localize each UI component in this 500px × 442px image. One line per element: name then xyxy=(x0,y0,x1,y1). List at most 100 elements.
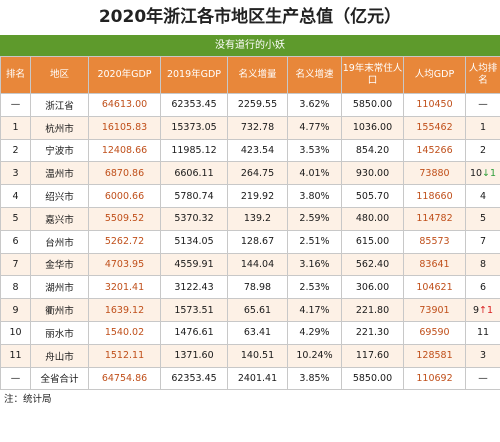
cell-gdp2020: 1512.11 xyxy=(88,343,161,368)
cell-population: 930.00 xyxy=(341,161,404,186)
gdp-table: 排名 地区 2020年GDP 2019年GDP 名义增量 名义增速 19年末常住… xyxy=(0,56,500,391)
cell-pc-rank: 9↑1 xyxy=(465,298,500,322)
cell-increase: 423.54 xyxy=(227,138,288,163)
cell-pc-rank: 3 xyxy=(465,343,500,368)
cell-region: 舟山市 xyxy=(30,343,89,368)
cell-increase: 2259.55 xyxy=(227,93,288,117)
cell-growth: 3.16% xyxy=(287,252,342,277)
table-row: 7 金华市 4703.95 4559.91 144.04 3.16% 562.40 83641… xyxy=(0,252,500,277)
cell-rank: 11 xyxy=(0,343,31,368)
cell-gdp2019: 5134.05 xyxy=(160,229,228,254)
cell-growth: 3.53% xyxy=(287,138,342,163)
cell-pc-rank: 8 xyxy=(465,252,500,277)
pc-rank-value: 9 xyxy=(472,304,480,316)
cell-per-capita: 114782 xyxy=(403,206,466,231)
cell-region: 温州市 xyxy=(30,161,89,186)
cell-population: 5850.00 xyxy=(341,93,404,117)
cell-gdp2020: 12408.66 xyxy=(88,138,161,163)
col-header-population: 19年末常住人口 xyxy=(341,56,404,94)
cell-pc-rank: 11 xyxy=(465,320,500,345)
cell-growth: 4.77% xyxy=(287,115,342,140)
cell-rank: 3 xyxy=(0,161,31,186)
cell-gdp2020: 5509.52 xyxy=(88,206,161,231)
cell-pc-rank: — xyxy=(465,366,500,391)
cell-rank: 4 xyxy=(0,184,31,208)
cell-gdp2019: 1573.51 xyxy=(160,298,228,322)
cell-population: 5850.00 xyxy=(341,366,404,391)
cell-gdp2020: 1639.12 xyxy=(88,298,161,322)
cell-rank: 2 xyxy=(0,138,31,163)
cell-gdp2019: 11985.12 xyxy=(160,138,228,163)
table-row: 9 衢州市 1639.12 1573.51 65.61 4.17% 221.80 73901 9… xyxy=(0,298,500,322)
source-note: 注：统计局 xyxy=(4,394,52,406)
col-header-pc-rank: 人均排名 xyxy=(465,56,500,94)
cell-region: 湖州市 xyxy=(30,275,89,300)
cell-growth: 3.80% xyxy=(287,184,342,208)
pc-rank-value: 4 xyxy=(479,190,487,202)
cell-increase: 732.78 xyxy=(227,115,288,140)
cell-region: 浙江省 xyxy=(30,93,89,117)
cell-growth: 2.59% xyxy=(287,206,342,231)
cell-population: 306.00 xyxy=(341,275,404,300)
pc-rank-value: — xyxy=(478,99,488,111)
table-row: 2 宁波市 12408.66 11985.12 423.54 3.53% 854.20 145… xyxy=(0,138,500,163)
cell-region: 全省合计 xyxy=(30,366,89,391)
cell-pc-rank: 1 xyxy=(465,115,500,140)
pc-rank-value: 11 xyxy=(476,327,490,339)
cell-increase: 65.61 xyxy=(227,298,288,322)
cell-increase: 219.92 xyxy=(227,184,288,208)
pc-rank-value: 6 xyxy=(479,281,487,293)
cell-gdp2019: 4559.91 xyxy=(160,252,228,277)
cell-rank: 7 xyxy=(0,252,31,277)
cell-population: 480.00 xyxy=(341,206,404,231)
cell-pc-rank: 5 xyxy=(465,206,500,231)
cell-per-capita: 128581 xyxy=(403,343,466,368)
pc-rank-change: ↓1 xyxy=(482,167,497,179)
cell-gdp2019: 5370.32 xyxy=(160,206,228,231)
table-row: 4 绍兴市 6000.66 5780.74 219.92 3.80% 505.70 11866… xyxy=(0,184,500,208)
cell-per-capita: 110450 xyxy=(403,93,466,117)
cell-increase: 63.41 xyxy=(227,320,288,345)
table-row: 6 台州市 5262.72 5134.05 128.67 2.51% 615.00 85573… xyxy=(0,229,500,254)
cell-increase: 139.2 xyxy=(227,206,288,231)
pc-rank-value: 7 xyxy=(479,236,487,248)
cell-pc-rank: 2 xyxy=(465,138,500,163)
cell-population: 854.20 xyxy=(341,138,404,163)
cell-gdp2019: 6606.11 xyxy=(160,161,228,186)
cell-growth: 4.29% xyxy=(287,320,342,345)
table-row: 8 湖州市 3201.41 3122.43 78.98 2.53% 306.00 104621… xyxy=(0,275,500,300)
cell-gdp2019: 62353.45 xyxy=(160,366,228,391)
cell-rank: 1 xyxy=(0,115,31,140)
cell-population: 221.30 xyxy=(341,320,404,345)
cell-per-capita: 110692 xyxy=(403,366,466,391)
cell-per-capita: 83641 xyxy=(403,252,466,277)
col-header-increase: 名义增量 xyxy=(227,56,288,94)
cell-increase: 78.98 xyxy=(227,275,288,300)
cell-region: 丽水市 xyxy=(30,320,89,345)
cell-gdp2019: 3122.43 xyxy=(160,275,228,300)
cell-gdp2020: 4703.95 xyxy=(88,252,161,277)
col-header-region: 地区 xyxy=(30,56,89,94)
cell-growth: 2.51% xyxy=(287,229,342,254)
cell-gdp2019: 5780.74 xyxy=(160,184,228,208)
cell-per-capita: 155462 xyxy=(403,115,466,140)
cell-growth: 4.01% xyxy=(287,161,342,186)
col-header-gdp2019: 2019年GDP xyxy=(160,56,228,94)
cell-increase: 144.04 xyxy=(227,252,288,277)
cell-rank: — xyxy=(0,366,31,391)
table-subtitle: 没有道行的小妖 xyxy=(0,35,500,56)
cell-pc-rank: — xyxy=(465,93,500,117)
table-body: — 浙江省 64613.00 62353.45 2259.55 3.62% 5850.00 1… xyxy=(0,93,500,391)
cell-rank: 9 xyxy=(0,298,31,322)
cell-rank: 8 xyxy=(0,275,31,300)
cell-gdp2020: 64613.00 xyxy=(88,93,161,117)
cell-pc-rank: 10↓1 xyxy=(465,161,500,186)
cell-gdp2019: 1476.61 xyxy=(160,320,228,345)
cell-increase: 2401.41 xyxy=(227,366,288,391)
col-header-growth: 名义增速 xyxy=(287,56,342,94)
cell-rank: 5 xyxy=(0,206,31,231)
table-row: 5 嘉兴市 5509.52 5370.32 139.2 2.59% 480.00 114782… xyxy=(0,206,500,231)
cell-region: 台州市 xyxy=(30,229,89,254)
cell-pc-rank: 6 xyxy=(465,275,500,300)
cell-population: 615.00 xyxy=(341,229,404,254)
